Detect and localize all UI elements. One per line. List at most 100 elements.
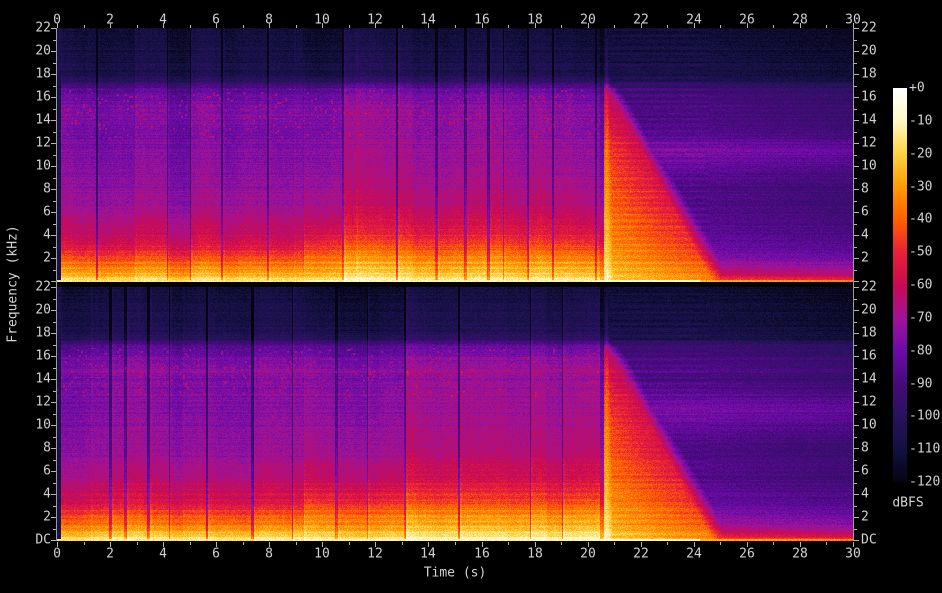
left-axis-line <box>56 28 57 541</box>
freq-minor-tick-right <box>854 322 857 323</box>
time-tick-top <box>535 23 536 28</box>
freq-tick-left <box>51 212 56 213</box>
time-tick-bottom <box>322 542 323 547</box>
time-tick-top <box>747 23 748 28</box>
time-tick-label-top: 16 <box>474 12 490 28</box>
freq-tick-right <box>854 166 859 167</box>
freq-tick-label-right: 16 <box>861 89 877 105</box>
freq-tick-label-right: 4 <box>861 486 869 502</box>
time-tick-bottom <box>375 542 376 547</box>
time-tick-label-top: 14 <box>420 12 436 28</box>
time-tick-label-top: 28 <box>792 12 808 28</box>
time-minor-tick-bottom <box>667 542 668 545</box>
freq-minor-tick-right <box>854 345 857 346</box>
freq-tick-right <box>854 356 859 357</box>
freq-tick-label-left: 20 <box>35 43 51 59</box>
time-tick-top <box>800 23 801 28</box>
freq-minor-tick-left <box>53 178 56 179</box>
freq-tick-left <box>51 494 56 495</box>
time-tick-label-top: 0 <box>53 12 61 28</box>
time-minor-tick-top <box>84 25 85 28</box>
time-tick-top <box>163 23 164 28</box>
freq-tick-left <box>51 97 56 98</box>
freq-minor-tick-right <box>854 109 857 110</box>
freq-tick-right <box>854 258 859 259</box>
time-minor-tick-bottom <box>508 542 509 545</box>
freq-tick-right <box>854 51 859 52</box>
freq-tick-label-right: 10 <box>861 417 877 433</box>
time-tick-label-bottom: 10 <box>314 546 330 562</box>
freq-tick-left <box>51 143 56 144</box>
time-minor-tick-top <box>561 25 562 28</box>
time-minor-tick-top <box>773 25 774 28</box>
freq-tick-label-right: 2 <box>861 250 869 266</box>
colorbar-gradient <box>893 88 907 482</box>
freq-minor-tick-right <box>854 391 857 392</box>
freq-tick-left <box>51 379 56 380</box>
time-tick-bottom <box>428 542 429 547</box>
freq-tick-right <box>854 540 859 541</box>
time-tick-label-bottom: 20 <box>580 546 596 562</box>
time-axis-title: Time (s) <box>423 565 487 581</box>
freq-tick-left <box>51 28 56 29</box>
freq-minor-tick-left <box>53 414 56 415</box>
time-tick-top <box>588 23 589 28</box>
time-minor-tick-bottom <box>561 542 562 545</box>
freq-tick-label-left: 18 <box>35 66 51 82</box>
freq-tick-left <box>51 517 56 518</box>
freq-tick-label-left: 10 <box>35 417 51 433</box>
freq-tick-left <box>51 333 56 334</box>
time-tick-label-top: 6 <box>212 12 220 28</box>
time-tick-top <box>57 23 58 28</box>
freq-tick-right <box>854 28 859 29</box>
time-minor-tick-top <box>296 25 297 28</box>
freq-tick-left <box>51 51 56 52</box>
freq-minor-tick-left <box>53 201 56 202</box>
time-minor-tick-top <box>455 25 456 28</box>
time-tick-top <box>641 23 642 28</box>
time-minor-tick-top <box>667 25 668 28</box>
freq-tick-left <box>51 258 56 259</box>
time-tick-bottom <box>853 542 854 547</box>
time-minor-tick-bottom <box>243 542 244 545</box>
freq-tick-left <box>51 287 56 288</box>
time-tick-label-top: 12 <box>367 12 383 28</box>
colorbar-unit-label: dBFS <box>892 495 924 511</box>
freq-tick-right <box>854 448 859 449</box>
time-tick-label-bottom: 12 <box>367 546 383 562</box>
freq-tick-label-left: 22 <box>35 279 51 295</box>
freq-tick-label-right: 20 <box>861 43 877 59</box>
time-tick-label-bottom: 2 <box>106 546 114 562</box>
time-minor-tick-top <box>508 25 509 28</box>
freq-tick-label-left: 10 <box>35 158 51 174</box>
freq-tick-right <box>854 310 859 311</box>
time-tick-bottom <box>800 542 801 547</box>
freq-tick-right <box>854 287 859 288</box>
time-tick-label-bottom: 0 <box>53 546 61 562</box>
freq-tick-right <box>854 97 859 98</box>
freq-minor-tick-right <box>854 201 857 202</box>
time-minor-tick-bottom <box>84 542 85 545</box>
time-tick-label-top: 26 <box>739 12 755 28</box>
freq-tick-label-left: 6 <box>43 204 51 220</box>
time-tick-label-bottom: 30 <box>845 546 861 562</box>
freq-tick-label-left: 18 <box>35 325 51 341</box>
freq-tick-left <box>51 166 56 167</box>
freq-tick-left <box>51 356 56 357</box>
freq-tick-right <box>854 143 859 144</box>
time-tick-top <box>375 23 376 28</box>
db-tick-label: -120 <box>909 474 941 490</box>
freq-minor-tick-right <box>854 299 857 300</box>
freq-tick-label-left: 6 <box>43 463 51 479</box>
freq-tick-label-left: 12 <box>35 135 51 151</box>
freq-minor-tick-right <box>854 270 857 271</box>
freq-tick-label-left: 4 <box>43 227 51 243</box>
freq-tick-label-right: DC <box>861 532 877 548</box>
freq-tick-left <box>51 189 56 190</box>
time-tick-label-top: 22 <box>633 12 649 28</box>
time-tick-label-top: 8 <box>265 12 273 28</box>
db-tick-label: -90 <box>909 376 933 392</box>
freq-minor-tick-right <box>854 63 857 64</box>
freq-tick-label-left: 14 <box>35 371 51 387</box>
freq-tick-label-left: 12 <box>35 394 51 410</box>
